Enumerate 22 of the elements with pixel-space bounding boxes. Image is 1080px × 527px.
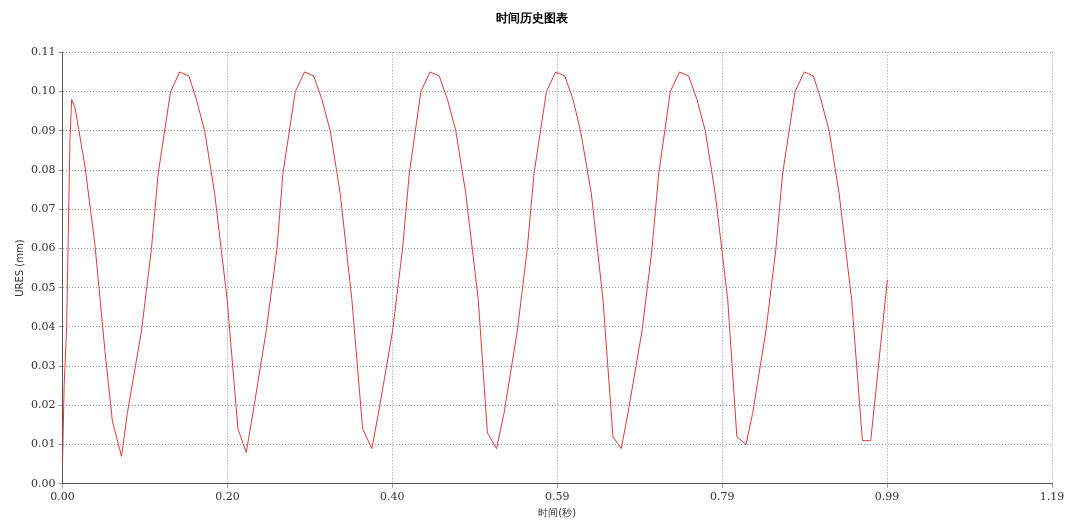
x-tick-label: 1.19 <box>1039 490 1065 504</box>
y-tick-label: 0.02 <box>30 398 56 412</box>
chart-title: 时间历史图表 <box>496 11 569 26</box>
y-tick-label: 0.08 <box>30 162 56 176</box>
y-tick-label: 0.01 <box>30 437 56 451</box>
y-tick-label: 0.10 <box>30 84 56 98</box>
y-tick-label: 0.11 <box>30 45 56 59</box>
y-tick-label: 0.04 <box>30 319 56 333</box>
x-tick-label: 0.79 <box>709 490 735 504</box>
y-tick-label: 0.03 <box>30 359 56 372</box>
x-tick-label: 0.00 <box>50 490 75 504</box>
y-tick-label: 0.00 <box>30 476 56 490</box>
y-tick-label: 0.05 <box>30 280 56 294</box>
x-axis-title: 时间(秒) <box>538 506 577 518</box>
x-tick-label: 0.40 <box>380 490 405 504</box>
y-tick-label: 0.06 <box>30 241 56 255</box>
y-tick-label: 0.07 <box>30 202 56 216</box>
x-tick-label: 0.59 <box>545 490 570 504</box>
x-tick-label: 0.99 <box>874 490 900 504</box>
y-axis-title: URES (mm) <box>13 239 25 297</box>
x-tick-label: 0.20 <box>215 490 240 504</box>
y-tick-label: 0.09 <box>30 123 56 137</box>
